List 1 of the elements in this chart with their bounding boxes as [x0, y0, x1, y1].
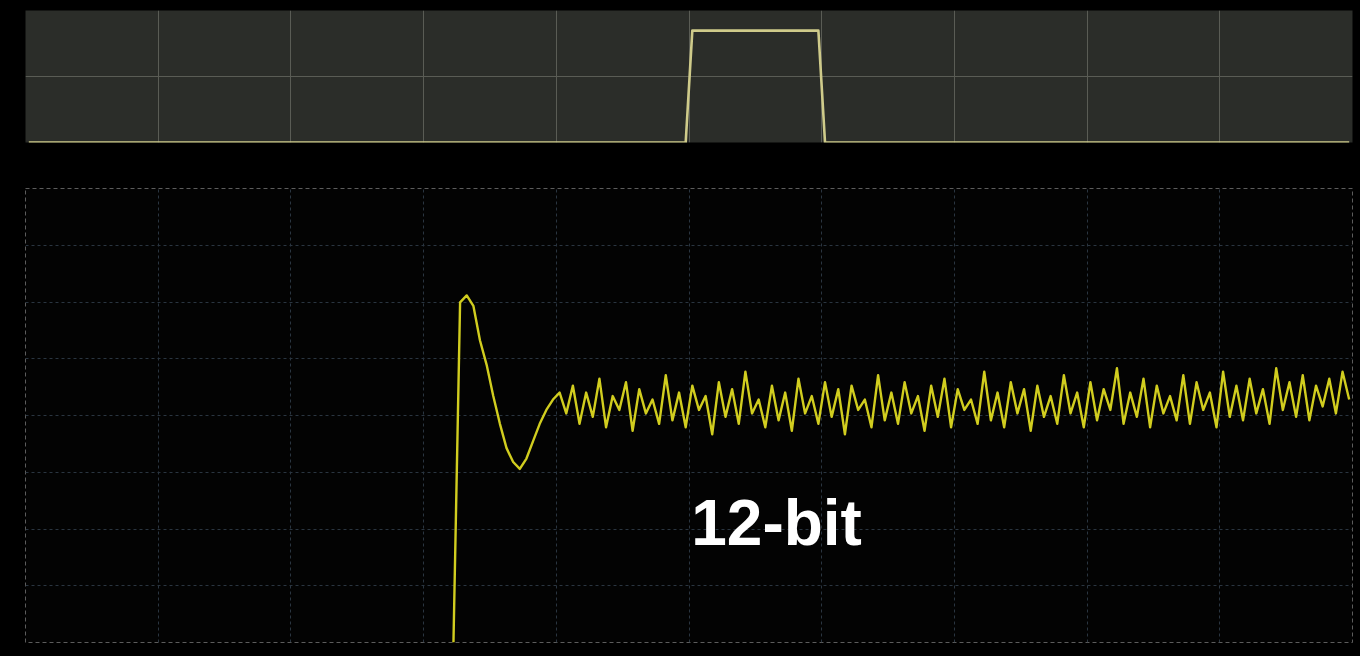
- annotation: 12-bit: [691, 486, 862, 559]
